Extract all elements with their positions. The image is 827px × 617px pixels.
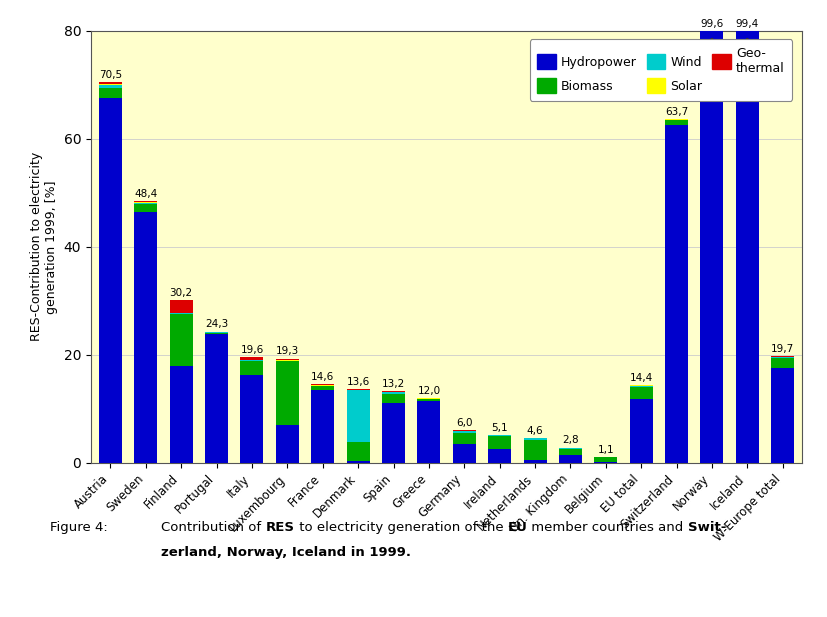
Bar xyxy=(241,357,264,360)
Bar xyxy=(488,436,511,449)
Bar xyxy=(276,425,299,463)
Bar xyxy=(205,333,228,334)
Bar xyxy=(276,362,299,425)
Text: 24,3: 24,3 xyxy=(205,320,228,329)
Text: 48,4: 48,4 xyxy=(134,189,157,199)
Text: 12,0: 12,0 xyxy=(418,386,441,396)
Bar xyxy=(241,360,264,362)
Bar xyxy=(629,387,653,399)
Bar xyxy=(134,212,157,463)
Text: 19,3: 19,3 xyxy=(275,346,299,357)
Bar xyxy=(99,98,122,463)
Text: 5,1: 5,1 xyxy=(491,423,508,433)
Bar xyxy=(99,88,122,98)
Text: 1,1: 1,1 xyxy=(597,445,614,455)
Bar xyxy=(559,455,582,463)
Text: Swit-: Swit- xyxy=(688,521,726,534)
Text: 30,2: 30,2 xyxy=(170,288,193,297)
Text: 99,4: 99,4 xyxy=(736,19,759,29)
Bar xyxy=(382,392,405,394)
Y-axis label: RES-Contribution to electricity
generation 1999, [%]: RES-Contribution to electricity generati… xyxy=(30,152,58,341)
Bar xyxy=(523,460,547,463)
Bar xyxy=(418,399,441,400)
Bar xyxy=(170,365,193,463)
Bar xyxy=(347,390,370,442)
Legend: Hydropower, Biomass, Wind, Solar, Geo-
thermal: Hydropower, Biomass, Wind, Solar, Geo- t… xyxy=(529,39,792,101)
Text: 4,6: 4,6 xyxy=(527,426,543,436)
Bar xyxy=(382,404,405,463)
Bar xyxy=(452,431,476,433)
Text: 19,6: 19,6 xyxy=(241,345,264,355)
Bar xyxy=(595,462,617,463)
Text: 70,5: 70,5 xyxy=(99,70,122,80)
Bar xyxy=(772,368,794,463)
Text: Figure 4:: Figure 4: xyxy=(50,521,108,534)
Bar xyxy=(347,442,370,461)
Text: to electricity generation of the: to electricity generation of the xyxy=(294,521,508,534)
Bar xyxy=(311,384,334,385)
Bar xyxy=(382,394,405,404)
Text: 14,6: 14,6 xyxy=(311,372,334,382)
Bar xyxy=(772,358,794,368)
Bar xyxy=(665,120,688,125)
Bar xyxy=(170,313,193,314)
Bar xyxy=(736,0,759,15)
Bar xyxy=(665,125,688,463)
Bar xyxy=(134,202,157,204)
Bar xyxy=(700,0,724,463)
Bar xyxy=(347,461,370,463)
Text: 13,2: 13,2 xyxy=(382,379,405,389)
Bar xyxy=(772,357,794,358)
Bar xyxy=(629,386,653,387)
Bar xyxy=(736,16,759,20)
Bar xyxy=(205,334,228,463)
Bar xyxy=(134,204,157,212)
Bar xyxy=(559,449,582,455)
Text: zerland, Norway, Iceland in 1999.: zerland, Norway, Iceland in 1999. xyxy=(161,546,411,559)
Bar xyxy=(134,201,157,202)
Text: RES: RES xyxy=(265,521,294,534)
Text: member countries and: member countries and xyxy=(528,521,688,534)
Bar xyxy=(99,85,122,88)
Bar xyxy=(276,358,299,360)
Text: 2,8: 2,8 xyxy=(562,436,579,445)
Bar xyxy=(595,457,617,462)
Bar xyxy=(629,399,653,463)
Bar xyxy=(170,300,193,313)
Bar xyxy=(241,362,264,375)
Bar xyxy=(452,444,476,463)
Text: 99,6: 99,6 xyxy=(700,19,724,29)
Text: 63,7: 63,7 xyxy=(665,107,688,117)
Bar xyxy=(736,20,759,463)
Bar xyxy=(488,449,511,463)
Text: Contribution of: Contribution of xyxy=(161,521,265,534)
Bar xyxy=(418,400,441,463)
Text: EU: EU xyxy=(508,521,528,534)
Text: 14,4: 14,4 xyxy=(629,373,653,383)
Text: 13,6: 13,6 xyxy=(347,377,370,387)
Bar xyxy=(170,314,193,365)
Bar xyxy=(311,386,334,390)
Bar xyxy=(241,375,264,463)
Text: 6,0: 6,0 xyxy=(456,418,472,428)
Bar xyxy=(523,439,547,460)
Bar xyxy=(452,433,476,444)
Bar xyxy=(99,82,122,84)
Bar xyxy=(311,390,334,463)
Text: 19,7: 19,7 xyxy=(771,344,795,354)
Bar xyxy=(99,84,122,85)
